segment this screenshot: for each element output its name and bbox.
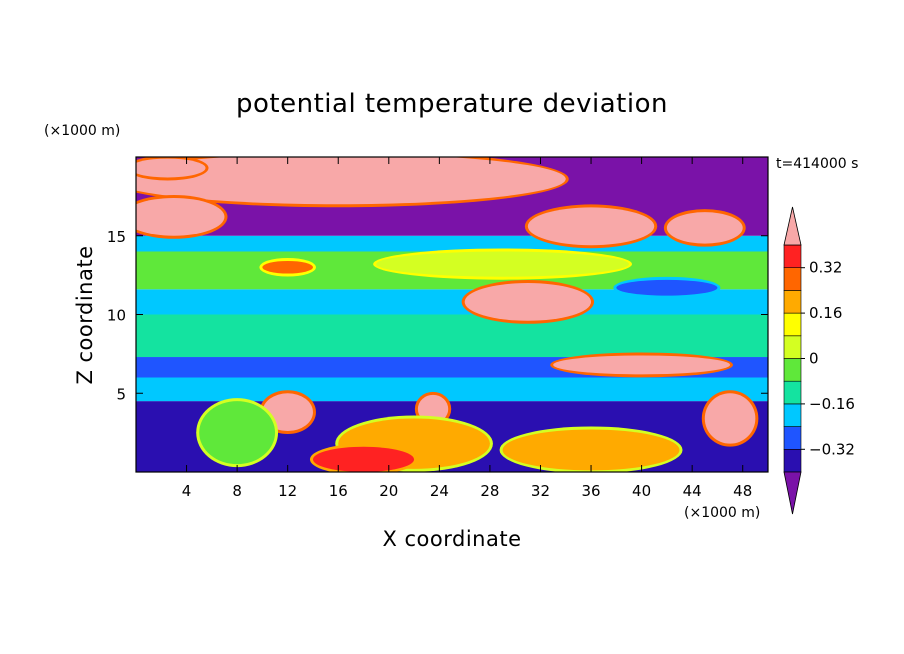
colorbar-segment-8	[783, 267, 802, 291]
field-region-9	[704, 393, 756, 444]
field-region-6	[553, 355, 731, 375]
plot-area	[136, 157, 768, 472]
colorbar-tick-label-0: 0.32	[809, 259, 842, 277]
field-region-16	[199, 401, 276, 465]
colorbar-segment-6	[783, 312, 802, 337]
x-tick-label-32: 32	[531, 482, 550, 500]
field-region-12	[312, 446, 415, 472]
chart-title: potential temperature deviation	[236, 89, 668, 119]
field-region-13	[376, 251, 629, 277]
field-region-1	[136, 197, 225, 236]
x-axis-label: X coordinate	[382, 527, 521, 551]
x-tick-label-20: 20	[379, 482, 398, 500]
x-tick-label-24: 24	[430, 482, 449, 500]
field-region-11	[502, 429, 680, 471]
colorbar-segment-3	[783, 380, 802, 405]
y-tick-label-10: 10	[107, 307, 126, 325]
field-layer-3	[136, 314, 768, 358]
colorbar-tick-label-2: 0	[809, 350, 819, 368]
field-region-2	[136, 158, 206, 178]
x-tick-label-12: 12	[278, 482, 297, 500]
x-tick-label-44: 44	[683, 482, 702, 500]
y-unit-label: (×1000 m)	[44, 123, 120, 139]
x-tick-label-28: 28	[480, 482, 499, 500]
field-region-15	[616, 279, 718, 296]
colorbar-segment-2	[783, 403, 802, 427]
x-tick-label-16: 16	[329, 482, 348, 500]
field-region-4	[666, 212, 743, 244]
x-tick-label-8: 8	[232, 482, 242, 500]
colorbar: 0.32 0.16 0 −0.16 −0.32	[783, 206, 855, 515]
x-axis: 4 8 12 16 20 24 28 32 36 40 44 48	[182, 157, 752, 500]
x-tick-label-4: 4	[182, 482, 192, 500]
x-tick-label-48: 48	[733, 482, 752, 500]
colorbar-segment-5	[783, 335, 802, 359]
y-tick-label-5: 5	[116, 385, 126, 403]
colorbar-tick-label-1: 0.16	[809, 304, 842, 322]
x-tick-label-36: 36	[581, 482, 600, 500]
y-axis-label: Z coordinate	[73, 245, 97, 384]
colorbar-extend-max	[783, 206, 802, 246]
y-tick-label-15: 15	[107, 228, 126, 246]
time-label: t=414000 s	[776, 156, 858, 172]
field-region-14	[262, 260, 313, 274]
field-region-3	[527, 207, 655, 246]
field-layer-1	[136, 377, 768, 402]
colorbar-segment-1	[783, 426, 802, 450]
colorbar-segment-7	[783, 290, 802, 314]
colorbar-tick-label-4: −0.32	[809, 440, 855, 458]
colorbar-segment-9	[783, 244, 802, 269]
colorbar-segment-4	[783, 358, 802, 382]
x-tick-label-40: 40	[632, 482, 651, 500]
colorbar-segment-0	[783, 448, 802, 473]
colorbar-tick-label-3: −0.16	[809, 395, 855, 413]
y-axis: 5 10 15	[107, 228, 768, 403]
x-unit-label: (×1000 m)	[684, 505, 760, 521]
field-region-5	[464, 283, 592, 321]
colorbar-extend-min	[783, 471, 802, 515]
field-region-0	[136, 157, 566, 205]
